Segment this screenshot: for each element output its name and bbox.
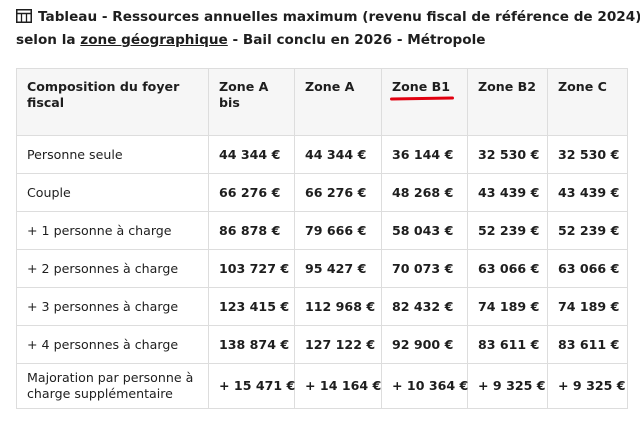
table-cell-value: 112 968 € <box>294 287 382 326</box>
zone-geographique-link[interactable]: zone géographique <box>80 32 228 48</box>
table-cell-value: 43 439 € <box>467 173 548 212</box>
table-cell-value: 74 189 € <box>467 287 548 326</box>
header-zone: Zone B1 <box>381 68 468 136</box>
caption-prefix: selon la <box>16 32 81 48</box>
row-label: Personne seule <box>16 135 209 174</box>
table-cell-value: + 9 325 € <box>467 363 548 409</box>
table-cell-value: 58 043 € <box>381 211 468 250</box>
row-label: Couple <box>16 173 209 212</box>
table-cell-value: 95 427 € <box>294 249 382 288</box>
table-cell-value: 79 666 € <box>294 211 382 250</box>
header-zone: Zone A <box>294 68 382 136</box>
table-cell-value: 86 878 € <box>208 211 295 250</box>
row-label: + 3 personnes à charge <box>16 287 209 326</box>
row-label: + 2 personnes à charge <box>16 249 209 288</box>
table-cell-value: 83 611 € <box>547 325 628 364</box>
caption-title-text: Tableau - Ressources annuelles maximum (… <box>38 9 640 25</box>
table-cell-value: 83 611 € <box>467 325 548 364</box>
table-cell-value: 66 276 € <box>208 173 295 212</box>
table-body: Personne seule 44 344 €44 344 €36 144 €32… <box>16 135 628 409</box>
table-cell-value: 36 144 € <box>381 135 468 174</box>
table-cell-value: 63 066 € <box>547 249 628 288</box>
table-header-row: Composition du foyer fiscal Zone A bis Zon… <box>16 68 628 136</box>
table-cell-value: 32 530 € <box>467 135 548 174</box>
row-label: Majoration par personne à charge supplém… <box>16 363 209 409</box>
table-row: + 4 personnes à charge 138 874 €127 122 €… <box>16 325 628 364</box>
table-cell-value: 127 122 € <box>294 325 382 364</box>
table-cell-value: 43 439 € <box>547 173 628 212</box>
caption-line-1: Tableau - Ressources annuelles maximum (… <box>16 6 640 29</box>
highlighted-zone-label: Zone B1 <box>389 79 455 101</box>
table-cell-value: 123 415 € <box>208 287 295 326</box>
table-cell-value: 52 239 € <box>547 211 628 250</box>
header-zone: Zone A bis <box>208 68 295 136</box>
table-caption: Tableau - Ressources annuelles maximum (… <box>16 6 640 52</box>
table-cell-value: + 10 364 € <box>381 363 468 409</box>
table-cell-value: 103 727 € <box>208 249 295 288</box>
header-zone: Zone B2 <box>467 68 548 136</box>
header-zone: Zone C <box>547 68 628 136</box>
table-cell-value: 138 874 € <box>208 325 295 364</box>
table-cell-value: 48 268 € <box>381 173 468 212</box>
table-row: Majoration par personne à charge supplém… <box>16 363 628 409</box>
table-row: Personne seule 44 344 €44 344 €36 144 €32… <box>16 135 628 174</box>
table-row: + 1 personne à charge 86 878 €79 666 €58 … <box>16 211 628 250</box>
table-cell-value: 44 344 € <box>208 135 295 174</box>
table-cell-value: 44 344 € <box>294 135 382 174</box>
table-cell-value: + 15 471 € <box>208 363 295 409</box>
table-cell-value: 70 073 € <box>381 249 468 288</box>
table-cell-value: 92 900 € <box>381 325 468 364</box>
table-cell-value: + 14 164 € <box>294 363 382 409</box>
table-cell-value: 63 066 € <box>467 249 548 288</box>
table-cell-value: 74 189 € <box>547 287 628 326</box>
resources-table: Composition du foyer fiscal Zone A bis Zon… <box>16 68 628 409</box>
table-cell-value: 32 530 € <box>547 135 628 174</box>
table-row: + 3 personnes à charge 123 415 €112 968 €… <box>16 287 628 326</box>
table-cell-value: 82 432 € <box>381 287 468 326</box>
table-row: Couple 66 276 €66 276 €48 268 €43 439 €43… <box>16 173 628 212</box>
red-underline-mark <box>389 96 455 101</box>
header-composition: Composition du foyer fiscal <box>16 68 209 136</box>
row-label: + 4 personnes à charge <box>16 325 209 364</box>
row-label: + 1 personne à charge <box>16 211 209 250</box>
table-cell-value: + 9 325 € <box>547 363 628 409</box>
caption-suffix: - Bail conclu en 2026 - Métropole <box>227 32 486 48</box>
table-cell-value: 66 276 € <box>294 173 382 212</box>
table-icon <box>16 9 32 23</box>
table-cell-value: 52 239 € <box>467 211 548 250</box>
caption-line-2: selon la zone géographique - Bail conclu… <box>16 29 632 52</box>
table-row: + 2 personnes à charge 103 727 €95 427 €7… <box>16 249 628 288</box>
